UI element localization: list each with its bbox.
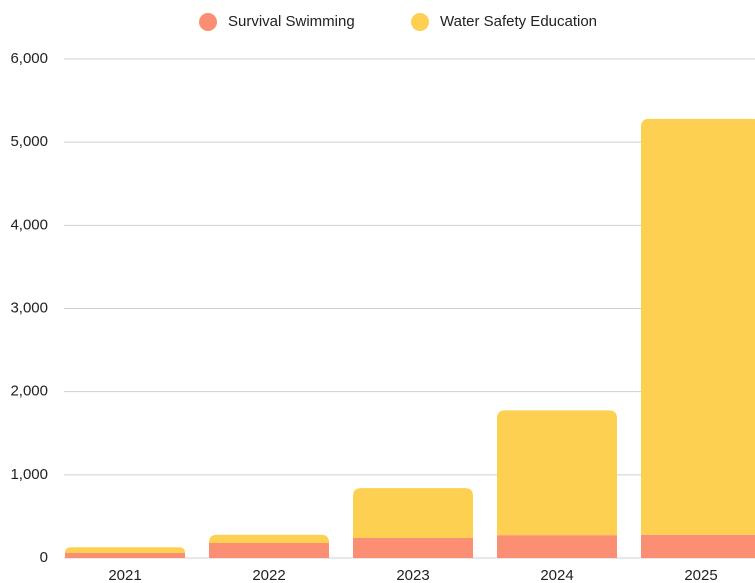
y-tick-label: 2,000 [10, 383, 48, 400]
bar-segment [641, 534, 755, 558]
bar-segment [353, 538, 473, 558]
y-tick-label: 5,000 [10, 133, 48, 150]
x-tick-label: 2023 [396, 567, 429, 583]
y-tick-label: 0 [40, 549, 48, 566]
bar-segment [497, 410, 617, 536]
bar-segment [209, 543, 329, 558]
legend-swatch [411, 13, 429, 31]
x-tick-label: 2024 [540, 567, 573, 583]
y-tick-label: 1,000 [10, 466, 48, 483]
bar-segment [209, 534, 329, 544]
x-tick-label: 2022 [252, 567, 285, 583]
y-tick-label: 6,000 [10, 50, 48, 67]
bar-segment [641, 118, 755, 535]
x-tick-label: 2025 [684, 567, 717, 583]
legend-label: Water Safety Education [440, 13, 597, 30]
legend-swatch [199, 13, 217, 31]
bar-segment [65, 547, 185, 554]
y-tick-label: 4,000 [10, 216, 48, 233]
bar-segment [353, 488, 473, 539]
bar-segment [497, 535, 617, 558]
x-tick-label: 2021 [108, 567, 141, 583]
bar-segment [65, 553, 185, 558]
y-tick-label: 3,000 [10, 299, 48, 316]
legend-label: Survival Swimming [228, 13, 355, 30]
